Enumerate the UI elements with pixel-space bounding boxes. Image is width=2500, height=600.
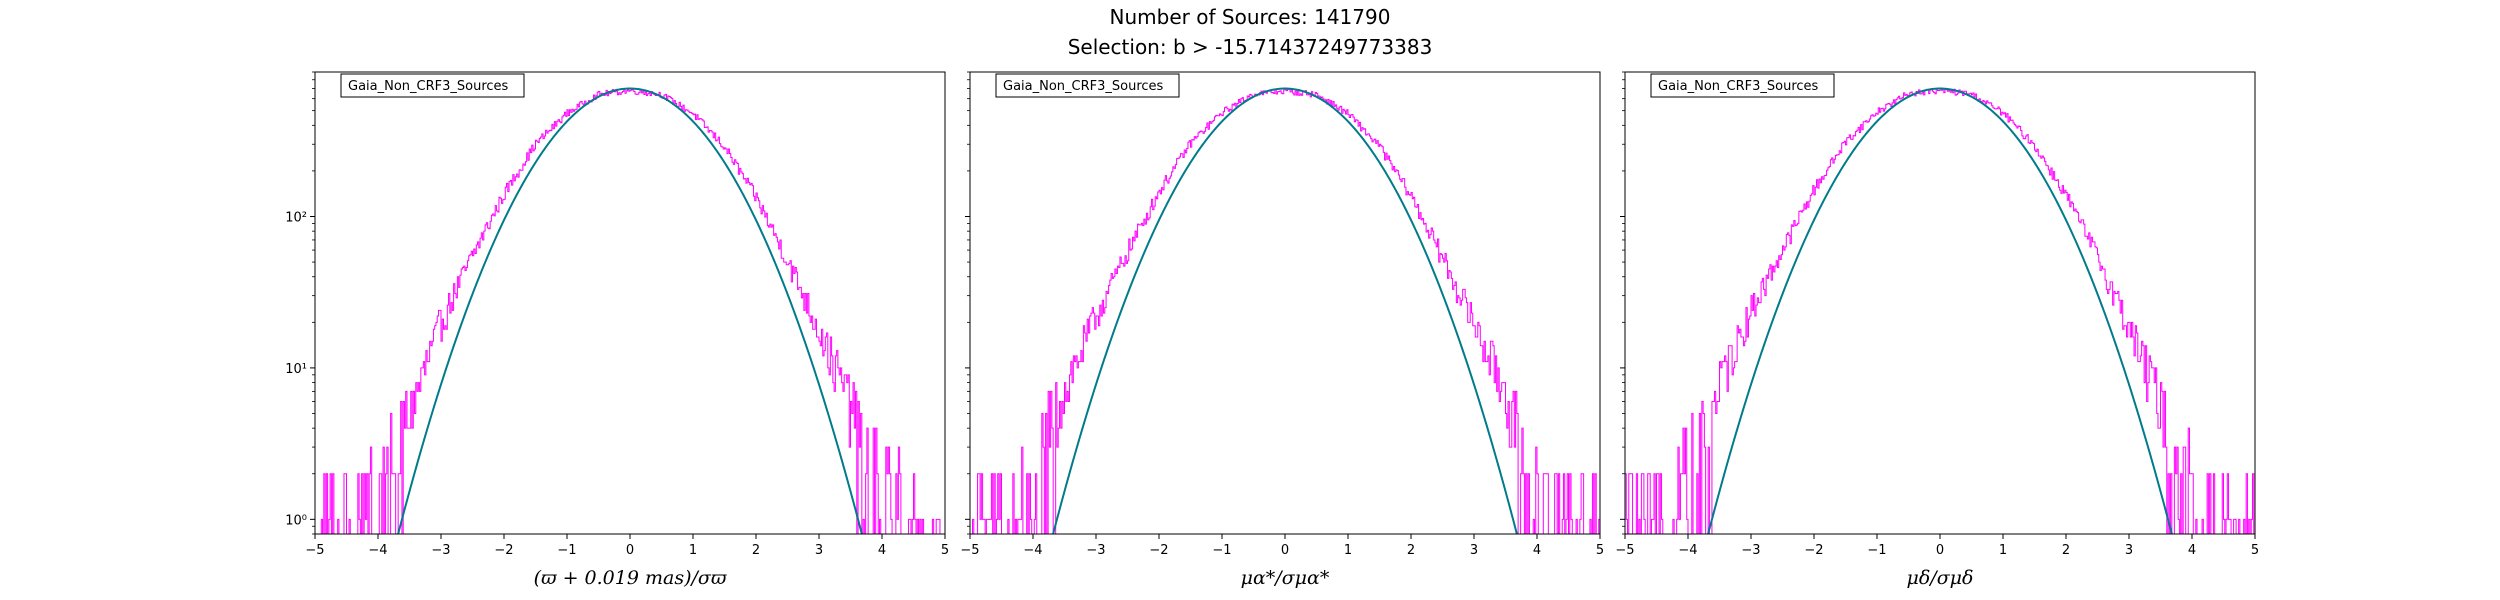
- x-tick-label: −1: [557, 543, 576, 558]
- x-tick-label: −3: [1086, 543, 1105, 558]
- legend-frame: [995, 73, 1180, 98]
- x-axis-label: μα*/σμα*: [1241, 567, 1330, 589]
- gaussian-model-line: [1052, 87, 1518, 534]
- chart-panel-3: −5 −4 −3 −2 −1 0 1 2 3 4 5 Gaia_Non_CRF3_Sources μδ/…: [1615, 71, 2259, 589]
- x-axis-label: (ϖ + 0.019 mas)/σϖ: [534, 567, 727, 589]
- x-tick-label: −3: [431, 543, 450, 558]
- legend: Gaia_Non_CRF3_Sources: [340, 73, 525, 98]
- x-tick-label: 4: [1533, 543, 1541, 558]
- x-tick-label: −2: [494, 543, 513, 558]
- x-tick-label: −1: [1212, 543, 1231, 558]
- x-tick-label: 2: [1407, 543, 1415, 558]
- axes-frame: [314, 71, 946, 535]
- x-tick-label: 1: [689, 543, 697, 558]
- x-tick-label: 3: [815, 543, 823, 558]
- legend-label: Gaia_Non_CRF3_Sources: [1003, 79, 1164, 94]
- x-tick-label: 2: [752, 543, 760, 558]
- x-tick-label: −4: [368, 543, 387, 558]
- x-tick-label: −2: [1149, 543, 1168, 558]
- legend-label: Gaia_Non_CRF3_Sources: [348, 79, 509, 94]
- axes-frame: [1624, 71, 2256, 535]
- gaussian-model-line: [1707, 87, 2173, 534]
- y-tick-label: 10¹: [285, 362, 307, 377]
- x-tick-label: −4: [1678, 543, 1697, 558]
- panels-group: −5 −4 −3 −2 −1 0 1 2 3 4 5 10⁰ 10¹ 10² Gaia_Non_CRF3_S…: [285, 71, 2259, 589]
- y-tick-label: 10²: [285, 210, 307, 225]
- legend-label: Gaia_Non_CRF3_Sources: [1658, 79, 1819, 94]
- chart-panel-2: −5 −4 −3 −2 −1 0 1 2 3 4 5 Gaia_Non_CRF3_Sources μα*…: [960, 71, 1604, 589]
- x-tick-label: −5: [960, 543, 979, 558]
- x-axis-label: μδ/σμδ: [1907, 567, 1974, 589]
- legend-frame: [340, 73, 525, 98]
- x-tick-label: 5: [1596, 543, 1604, 558]
- x-tick-label: 5: [2251, 543, 2259, 558]
- x-tick-label: 4: [878, 543, 886, 558]
- legend: Gaia_Non_CRF3_Sources: [995, 73, 1180, 98]
- x-tick-label: 0: [626, 543, 634, 558]
- x-tick-label: −2: [1804, 543, 1823, 558]
- figure-title-line1: Number of Sources: 141790: [1110, 5, 1391, 29]
- x-tick-label: −4: [1023, 543, 1042, 558]
- x-tick-label: −1: [1867, 543, 1886, 558]
- y-tick-label: 10⁰: [285, 513, 307, 528]
- x-tick-label: 0: [1936, 543, 1944, 558]
- axes-frame: [969, 71, 1601, 535]
- x-tick-label: 1: [1999, 543, 2007, 558]
- x-tick-label: 0: [1281, 543, 1289, 558]
- x-tick-label: −3: [1741, 543, 1760, 558]
- x-tick-label: 3: [2125, 543, 2133, 558]
- gaussian-model-line: [397, 87, 863, 534]
- x-tick-label: 5: [941, 543, 949, 558]
- legend-frame: [1650, 73, 1835, 98]
- x-tick-label: 1: [1344, 543, 1352, 558]
- histogram-series: [972, 87, 1600, 534]
- x-tick-label: 2: [2062, 543, 2070, 558]
- chart-panel-1: −5 −4 −3 −2 −1 0 1 2 3 4 5 10⁰ 10¹ 10² Gaia_Non_CRF3_S…: [285, 71, 949, 589]
- x-tick-label: 4: [2188, 543, 2196, 558]
- x-tick-label: −5: [305, 543, 324, 558]
- x-tick-label: 3: [1470, 543, 1478, 558]
- legend: Gaia_Non_CRF3_Sources: [1650, 73, 1835, 98]
- histogram-series: [1625, 87, 2255, 534]
- histogram-series: [320, 88, 941, 534]
- figure-title-line2: Selection: b > -15.71437249773383: [1068, 35, 1433, 59]
- x-tick-label: −5: [1615, 543, 1634, 558]
